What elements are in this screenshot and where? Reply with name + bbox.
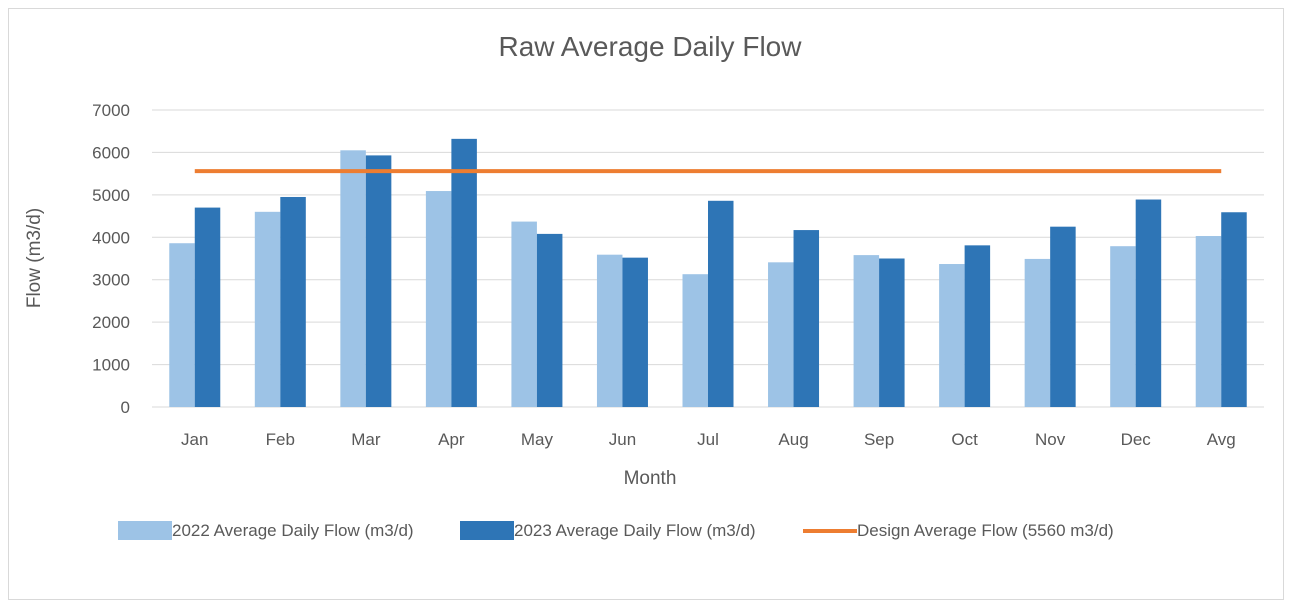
bar — [596, 254, 623, 407]
bar — [536, 233, 563, 407]
bar — [1195, 236, 1222, 407]
x-tick-label: Feb — [266, 430, 295, 449]
x-tick-label: May — [521, 430, 554, 449]
bar — [451, 138, 477, 407]
bar — [1110, 246, 1136, 407]
legend-swatch — [460, 521, 514, 540]
bar — [169, 243, 195, 407]
x-tick-label: Jan — [181, 430, 208, 449]
x-tick-label: Nov — [1035, 430, 1066, 449]
bar — [1024, 258, 1051, 407]
y-tick-label: 2000 — [92, 313, 130, 332]
x-tick-label: Avg — [1207, 430, 1236, 449]
bar — [853, 255, 880, 407]
bar — [1050, 226, 1076, 407]
x-axis-title: Month — [624, 468, 677, 489]
bar — [365, 155, 392, 407]
bar — [879, 258, 905, 407]
y-tick-label: 1000 — [92, 356, 130, 375]
bar — [254, 211, 281, 407]
legend-swatch — [803, 529, 857, 533]
bar — [793, 230, 820, 407]
bar — [194, 207, 221, 407]
legend-label: Design Average Flow (5560 m3/d) — [857, 521, 1114, 540]
bar — [1135, 199, 1162, 407]
bar — [682, 274, 708, 407]
y-tick-label: 0 — [121, 398, 130, 417]
x-tick-label: Aug — [778, 430, 808, 449]
chart-title: Raw Average Daily Flow — [499, 31, 803, 62]
x-tick-label: Dec — [1121, 430, 1152, 449]
bar — [511, 221, 537, 407]
y-axis-title: Flow (m3/d) — [24, 208, 45, 308]
legend-label: 2023 Average Daily Flow (m3/d) — [514, 521, 756, 540]
bar — [1221, 212, 1247, 407]
x-tick-label: Sep — [864, 430, 894, 449]
bar — [340, 150, 366, 408]
bar — [708, 200, 734, 407]
bar — [280, 196, 306, 407]
legend-swatch — [118, 521, 172, 540]
y-tick-label: 7000 — [92, 101, 130, 120]
x-tick-label: Jun — [609, 430, 636, 449]
x-tick-label: Jul — [697, 430, 719, 449]
x-tick-label: Oct — [951, 430, 978, 449]
bar — [964, 245, 991, 407]
legend-label: 2022 Average Daily Flow (m3/d) — [172, 521, 414, 540]
bar — [622, 257, 648, 407]
x-tick-label: Mar — [351, 430, 381, 449]
bar — [768, 262, 794, 407]
x-tick-label: Apr — [438, 430, 465, 449]
bar — [425, 191, 452, 407]
y-tick-label: 3000 — [92, 271, 130, 290]
y-tick-label: 6000 — [92, 143, 130, 162]
bar — [939, 264, 965, 407]
y-tick-label: 4000 — [92, 228, 130, 247]
y-tick-label: 5000 — [92, 186, 130, 205]
